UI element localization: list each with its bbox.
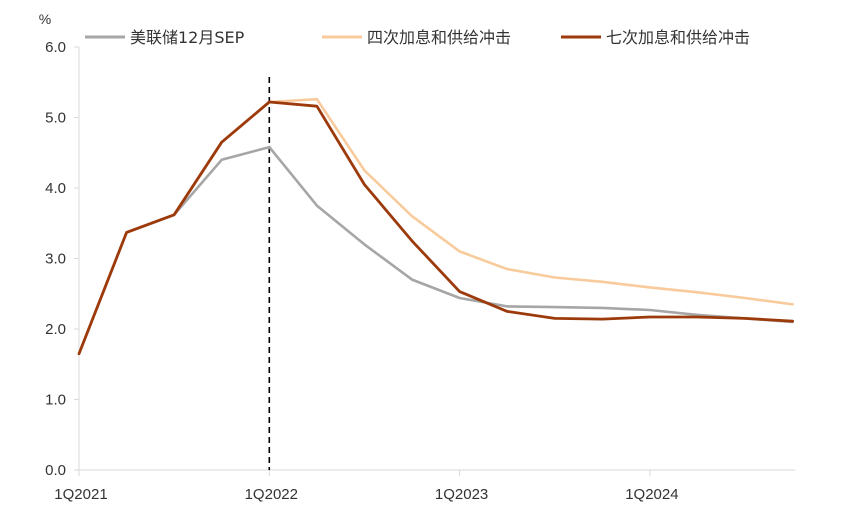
y-tick-label: 3.0 xyxy=(45,251,66,268)
y-tick-label: 0.0 xyxy=(45,462,66,479)
y-unit-label: % xyxy=(39,11,51,27)
x-tick-label: 1Q2022 xyxy=(245,486,298,503)
legend-label-2: 四次加息和供给冲击 xyxy=(367,28,511,47)
y-tick-label: 2.0 xyxy=(45,321,66,338)
y-axis: 0.0 1.0 2.0 3.0 4.0 5.0 6.0 xyxy=(45,39,80,479)
legend-label-3: 七次加息和供给冲击 xyxy=(606,28,750,47)
series-line-2 xyxy=(77,97,794,356)
y-tick-label: 5.0 xyxy=(45,110,66,127)
series-line-3 xyxy=(77,100,794,356)
series-line-1 xyxy=(77,145,794,356)
x-tick-label: 1Q2021 xyxy=(54,486,107,503)
legend: 美联储12月SEP 四次加息和供给冲击 七次加息和供给冲击 xyxy=(85,28,750,47)
y-tick-label: 6.0 xyxy=(45,39,66,56)
y-tick-label: 1.0 xyxy=(45,392,66,409)
x-tick-label: 1Q2023 xyxy=(435,486,488,503)
legend-label-1: 美联储12月SEP xyxy=(130,28,245,47)
series-lines xyxy=(77,97,794,356)
y-tick-label: 4.0 xyxy=(45,180,66,197)
x-axis: 1Q2021 1Q2022 1Q2023 1Q2024 xyxy=(54,469,795,503)
x-tick-label: 1Q2024 xyxy=(625,486,678,503)
